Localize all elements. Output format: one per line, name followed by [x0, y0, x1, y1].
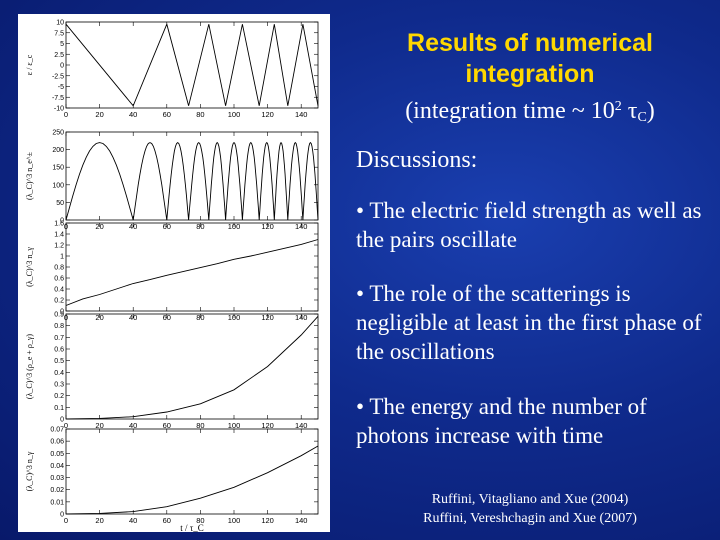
y-tick-label: 7.5	[54, 30, 64, 37]
y-tick-label: 0.9	[54, 312, 64, 319]
y-tick-label: 0.2	[54, 298, 64, 305]
x-tick-label: 100	[228, 516, 241, 525]
x-tick-label: 0	[64, 110, 68, 119]
y-tick-label: 0.03	[50, 475, 64, 482]
y-tick-label: 0.8	[54, 265, 64, 272]
series-line	[65, 22, 319, 107]
reference-2004: Ruffini, Vitagliano and Xue (2004)	[431, 492, 629, 507]
x-tick-label: 60	[163, 110, 171, 119]
x-tick-label: 40	[129, 516, 137, 525]
x-tick-label: 40	[129, 110, 137, 119]
x-tick-label: 40	[129, 421, 137, 430]
x-tick-label: 120	[261, 516, 274, 525]
panel-frame	[65, 131, 319, 221]
y-tick-label: 100	[52, 182, 64, 189]
y-axis-label: (λ_C)^3 n_γ	[25, 247, 34, 287]
x-tick-label: 120	[261, 110, 274, 119]
y-tick-label: 200	[52, 147, 64, 154]
y-tick-label: 0.6	[54, 347, 64, 354]
panel-frame	[65, 222, 319, 312]
y-tick-label: -5	[58, 84, 64, 91]
x-tick-label: 120	[261, 421, 274, 430]
y-tick-label: -7.5	[52, 95, 64, 102]
y-tick-label: 0.04	[50, 463, 64, 470]
reference-2007: Ruffini, Vereshchagin and Xue (2007)	[423, 511, 637, 526]
x-tick-label: 20	[95, 516, 103, 525]
bullet-photons-increase: • The energy and the number of photons i…	[356, 394, 647, 448]
series-line	[65, 141, 319, 221]
x-tick-label: 0	[64, 421, 68, 430]
x-tick-label: 140	[295, 421, 308, 430]
x-tick-label: 140	[295, 516, 308, 525]
y-tick-label: 1.6	[54, 221, 64, 228]
y-tick-label: 0	[60, 309, 64, 316]
slide-title: Results of numerical integration	[407, 29, 653, 88]
y-tick-label: 0.01	[50, 499, 64, 506]
y-tick-label: 0.6	[54, 276, 64, 283]
y-tick-label: 1	[60, 254, 64, 261]
y-axis-label: ε / ε_c	[25, 54, 34, 75]
x-axis-label: t / τ_C	[180, 523, 204, 532]
y-tick-label: 0	[60, 417, 64, 424]
x-tick-label: 20	[95, 110, 103, 119]
y-tick-label: 0.3	[54, 382, 64, 389]
discussions-heading: Discussions:	[356, 147, 478, 173]
y-tick-label: 2.5	[54, 52, 64, 59]
y-tick-label: 0.2	[54, 393, 64, 400]
x-tick-label: 0	[64, 516, 68, 525]
y-tick-label: 0.4	[54, 370, 64, 377]
x-tick-label: 100	[228, 421, 241, 430]
y-tick-label: 0	[60, 218, 64, 225]
series-line	[65, 315, 319, 420]
x-tick-label: 80	[196, 421, 204, 430]
y-tick-label: 0.8	[54, 323, 64, 330]
y-tick-label: 0.1	[54, 405, 64, 412]
x-tick-label: 140	[295, 110, 308, 119]
y-tick-label: 150	[52, 165, 64, 172]
y-tick-label: 1.2	[54, 243, 64, 250]
slide-subtitle: (integration time ~ 102 τC)	[405, 98, 655, 125]
y-tick-label: 10	[56, 20, 64, 27]
y-axis-label: (λ_C)^3 n_e^±	[25, 151, 34, 200]
series-line	[65, 445, 319, 515]
x-tick-label: 100	[228, 110, 241, 119]
x-tick-label: 80	[196, 110, 204, 119]
bullet-field-oscillation: • The electric field strength as well as…	[356, 198, 702, 252]
x-tick-label: 60	[163, 421, 171, 430]
series-line	[65, 239, 319, 306]
y-tick-label: 0	[60, 512, 64, 519]
y-axis-label: (λ_C)^3 (ρ_e + ρ_γ)	[25, 334, 34, 400]
references: Ruffini, Vitagliano and Xue (2004) Ruffi…	[345, 490, 715, 528]
x-tick-label: 20	[95, 421, 103, 430]
y-tick-label: 0.7	[54, 335, 64, 342]
bullet-scatterings: • The role of the scatterings is negligi…	[356, 281, 702, 364]
y-tick-label: 0.07	[50, 427, 64, 434]
y-tick-label: 0.05	[50, 451, 64, 458]
y-tick-label: 0.4	[54, 287, 64, 294]
y-tick-label: 0	[60, 63, 64, 70]
y-tick-label: 250	[52, 130, 64, 137]
y-tick-label: 1.4	[54, 232, 64, 239]
x-tick-label: 60	[163, 516, 171, 525]
y-tick-label: 0.5	[54, 358, 64, 365]
y-tick-label: 0.06	[50, 439, 64, 446]
y-tick-label: 50	[56, 200, 64, 207]
y-tick-label: -2.5	[52, 73, 64, 80]
y-tick-label: -10	[54, 106, 64, 113]
y-tick-label: 5	[60, 41, 64, 48]
results-figure: -10 -7.5 -5 -2.5 0 2.5 5 7.5 10 0 20 40 60 80 100 120 14…	[18, 14, 330, 532]
panel-frame	[65, 21, 319, 109]
y-axis-label: (λ_C)^3 n_γ	[25, 451, 34, 491]
x-tick-label: 80	[196, 516, 204, 525]
panel-frame	[65, 428, 319, 515]
y-tick-label: 0.02	[50, 487, 64, 494]
panel-frame	[65, 313, 319, 420]
